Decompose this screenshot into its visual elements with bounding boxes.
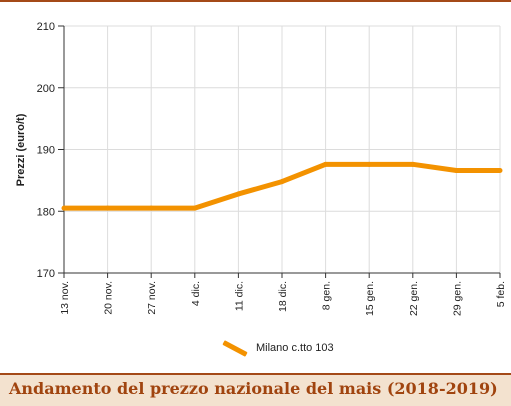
chart-grid [64, 25, 501, 273]
x-tick-label: 8 gen. [321, 281, 333, 310]
legend-swatch [222, 339, 248, 357]
data-point [497, 167, 503, 173]
x-tick-label: 29 gen. [451, 281, 463, 316]
line-chart: 170 180 190 200 210 13 nov. 20 nov. 27 nov. 4 d… [15, 21, 507, 316]
chart-series [61, 161, 503, 211]
data-point [323, 161, 329, 167]
data-point [366, 161, 372, 167]
x-tick-label: 15 gen. [364, 281, 376, 316]
data-point [235, 191, 241, 197]
top-rule [0, 0, 511, 2]
data-point [453, 167, 459, 173]
y-tick-label: 170 [37, 268, 55, 280]
x-tick-label: 4 dic. [190, 281, 202, 306]
chart-title: Andamento del prezzo nazionale del mais … [9, 379, 498, 398]
x-tick-label: 13 nov. [59, 281, 71, 315]
x-tick-label: 18 dic. [277, 281, 289, 312]
x-tick-label: 20 nov. [103, 281, 115, 315]
chart-axes [58, 25, 501, 278]
legend-label: Milano c.tto 103 [256, 342, 334, 354]
y-tick-label: 190 [37, 145, 55, 157]
x-tick-label: 5 feb. [495, 281, 507, 307]
y-tick-label: 180 [37, 206, 55, 218]
y-axis-ticks: 170 180 190 200 210 [37, 21, 55, 280]
y-axis-label: Prezzi (euro/t) [15, 113, 27, 186]
data-point [61, 205, 67, 211]
caption-bar: Andamento del prezzo nazionale del mais … [0, 373, 511, 406]
x-tick-label: 22 gen. [408, 281, 420, 316]
legend: Milano c.tto 103 [222, 339, 334, 357]
data-point [279, 179, 285, 185]
data-point [192, 205, 198, 211]
x-tick-label: 11 dic. [233, 281, 245, 311]
y-tick-label: 210 [37, 21, 55, 33]
x-tick-label: 27 nov. [146, 281, 158, 315]
data-point [410, 161, 416, 167]
data-point [148, 205, 154, 211]
y-tick-label: 200 [37, 83, 55, 95]
data-point [105, 205, 111, 211]
x-axis-ticks: 13 nov. 20 nov. 27 nov. 4 dic. 11 dic. 18 dic… [59, 281, 507, 316]
